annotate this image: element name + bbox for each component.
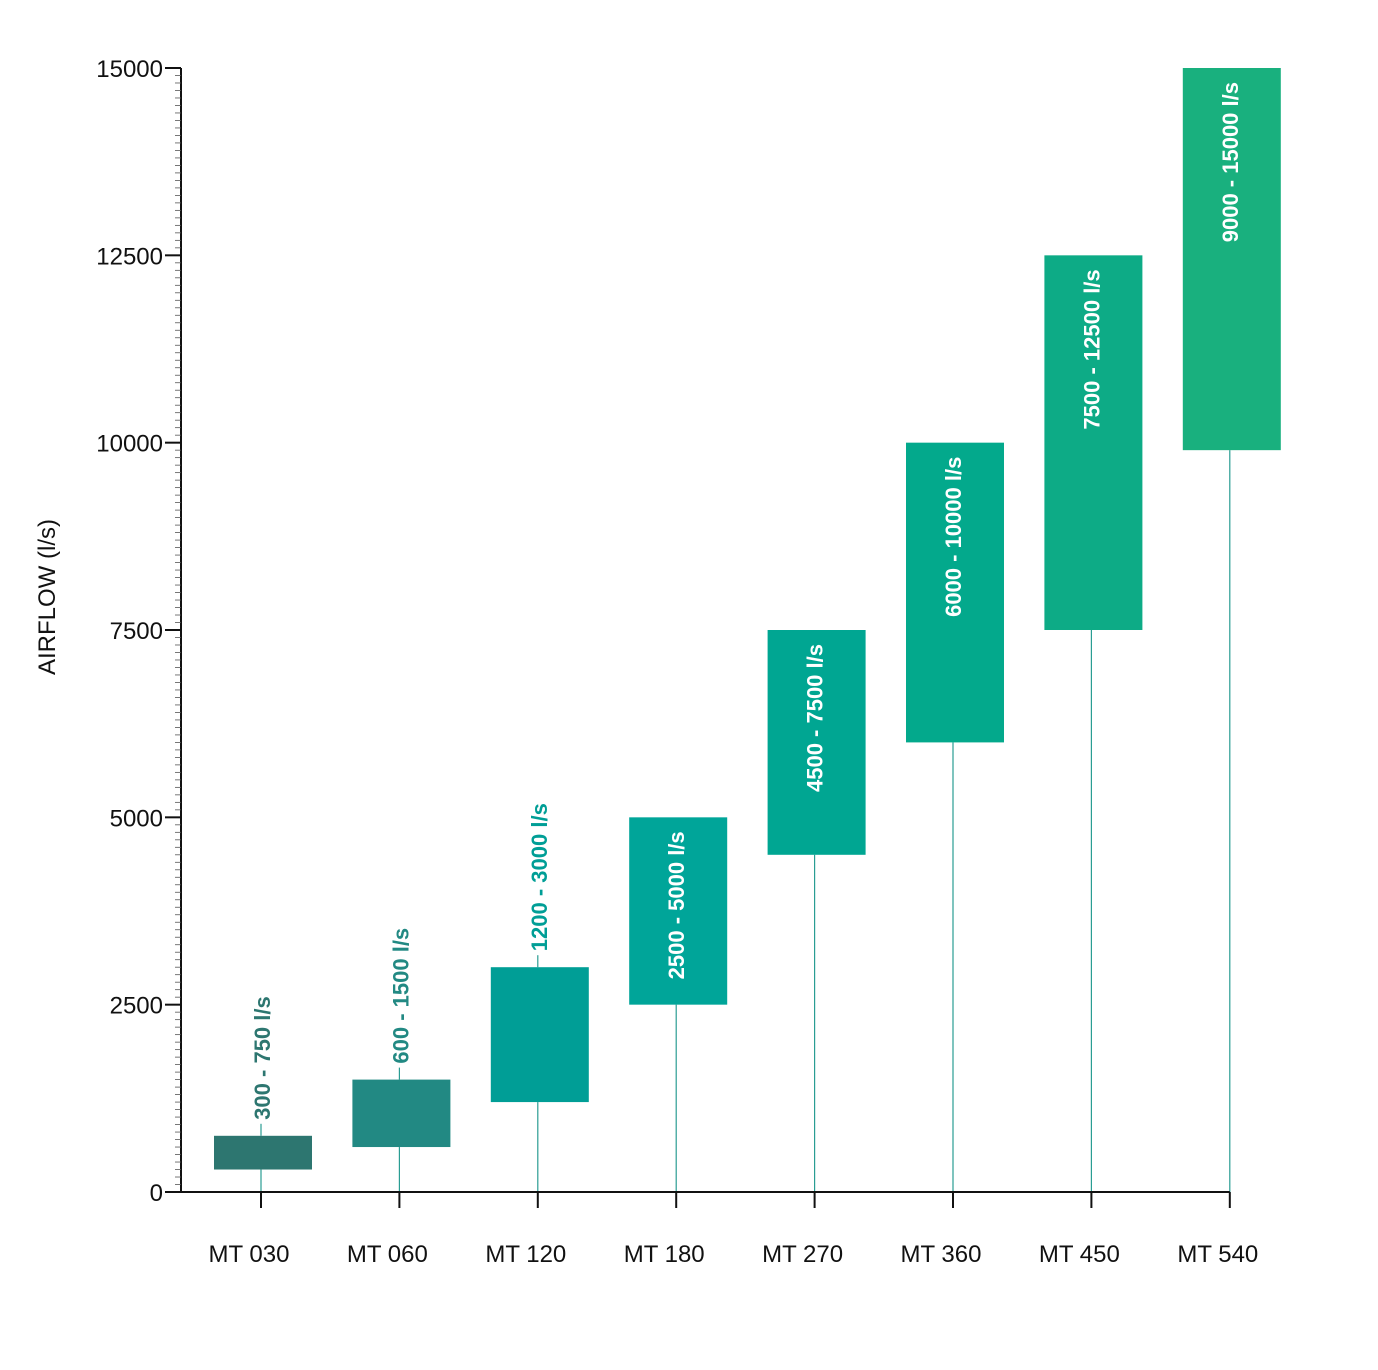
- labels-layer: 300 - 750 l/s 600 - 1500 l/s 1200 - 3000 l…: [250, 82, 1243, 1120]
- bar-range-label: 2500 - 5000 l/s: [664, 831, 689, 979]
- x-tick-label: MT 360: [901, 1241, 982, 1268]
- x-tick-label: MT 450: [1039, 1241, 1120, 1268]
- axes-layer: 0 2500 5000 7500 10000 12500 15000 MT 030 MT 060…: [96, 56, 1258, 1268]
- x-tick-label: MT 120: [485, 1241, 566, 1268]
- bar-range-label: 4500 - 7500 l/s: [803, 644, 828, 792]
- range-bar: [352, 1079, 451, 1148]
- range-bar: [1044, 255, 1143, 631]
- y-tick-label: 2500: [110, 993, 163, 1020]
- y-axis-title: AIRFLOW (l/s): [34, 519, 61, 675]
- stems-layer: [260, 450, 1231, 1192]
- bar-range-label: 7500 - 12500 l/s: [1079, 269, 1104, 429]
- bars-layer: [214, 68, 1281, 1170]
- bar-range-label: 6000 - 10000 l/s: [941, 457, 966, 617]
- range-bar: [214, 1135, 312, 1170]
- x-tick-label: MT 540: [1177, 1241, 1258, 1268]
- range-bar: [1182, 68, 1281, 451]
- y-tick-label: 10000: [96, 431, 163, 458]
- range-bar: [767, 630, 866, 855]
- x-tick-label: MT 270: [762, 1241, 843, 1268]
- y-tick-label: 7500: [110, 618, 163, 645]
- range-bar: [629, 817, 728, 1005]
- x-tick-label: MT 180: [624, 1241, 705, 1268]
- y-tick-label: 15000: [96, 56, 163, 83]
- bar-range-label: 9000 - 15000 l/s: [1218, 82, 1243, 242]
- x-tick-label: MT 060: [347, 1241, 428, 1268]
- bar-range-label: 300 - 750 l/s: [250, 996, 275, 1120]
- bar-range-label: 600 - 1500 l/s: [388, 928, 413, 1064]
- y-tick-label: 12500: [96, 243, 163, 270]
- y-tick-label: 5000: [110, 805, 163, 832]
- range-bar: [906, 442, 1004, 743]
- range-bar: [490, 967, 589, 1103]
- x-tick-label: MT 030: [209, 1241, 290, 1268]
- bar-range-label: 1200 - 3000 l/s: [527, 803, 552, 951]
- y-tick-label: 0: [150, 1180, 163, 1207]
